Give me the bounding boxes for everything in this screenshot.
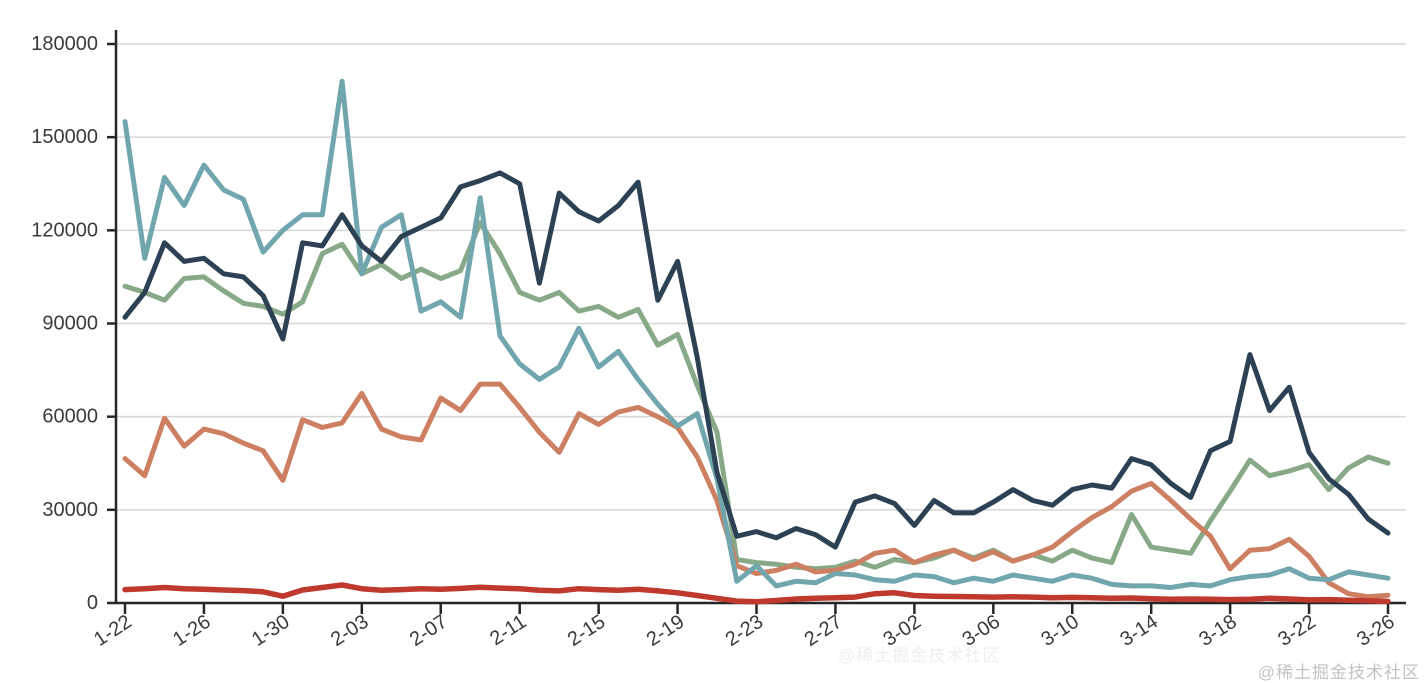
y-tick-label: 30000 bbox=[42, 499, 98, 521]
x-tick-label: 2-03 bbox=[327, 611, 373, 651]
y-tick-label: 60000 bbox=[42, 406, 98, 428]
x-tick-label: 2-11 bbox=[486, 611, 530, 650]
series-line-orange bbox=[122, 381, 1391, 600]
y-tick-label: 180000 bbox=[31, 33, 98, 55]
series-line-teal bbox=[122, 78, 1391, 590]
series-line-red bbox=[122, 582, 1391, 605]
y-tick-label: 150000 bbox=[31, 126, 98, 148]
y-tick-label: 0 bbox=[87, 592, 98, 614]
x-tick-label: 2-15 bbox=[564, 611, 610, 651]
x-tick-label: 1-22 bbox=[90, 611, 136, 651]
x-tick-label: 1-30 bbox=[248, 611, 294, 651]
x-tick-label: 3-10 bbox=[1037, 611, 1083, 651]
series-line-green bbox=[122, 220, 1391, 572]
x-tick-label: 3-14 bbox=[1116, 611, 1162, 651]
series-line-navy bbox=[122, 170, 1391, 550]
x-tick-label: 3-26 bbox=[1353, 611, 1399, 651]
x-tick-label: 3-18 bbox=[1195, 611, 1241, 651]
x-tick-label: 2-19 bbox=[643, 611, 689, 651]
x-tick-label: 2-07 bbox=[406, 611, 452, 651]
x-tick-label: 1-26 bbox=[169, 611, 215, 651]
watermark: @稀土掘金技术社区 bbox=[1257, 663, 1420, 682]
x-tick-label: 2-23 bbox=[722, 611, 768, 651]
watermark-faint: @稀土掘金技术社区 bbox=[838, 646, 1001, 665]
y-tick-label: 120000 bbox=[31, 219, 98, 241]
x-tick-label: 3-22 bbox=[1274, 611, 1320, 651]
y-tick-label: 90000 bbox=[42, 313, 98, 335]
